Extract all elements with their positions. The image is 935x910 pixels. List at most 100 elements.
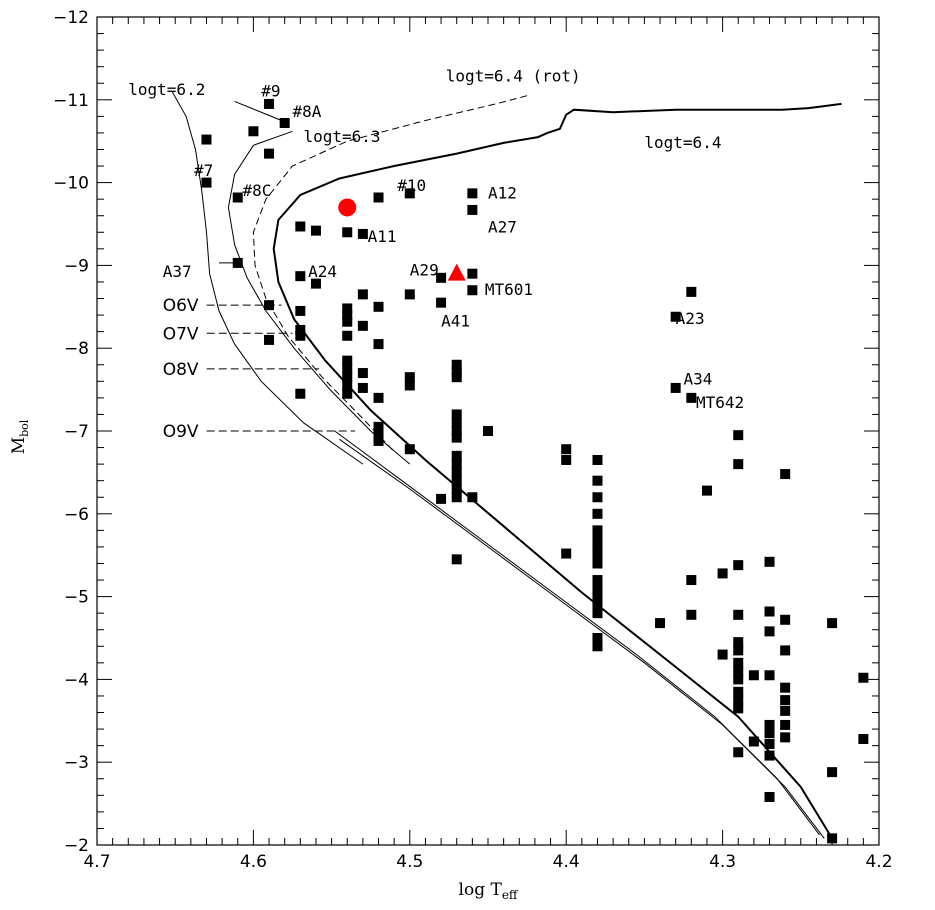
y-tick-label: −11	[53, 91, 89, 111]
star-point	[342, 316, 353, 327]
star-point	[373, 435, 384, 446]
star-annotation: A27	[488, 217, 517, 236]
star-point	[827, 767, 838, 778]
star-point	[686, 609, 697, 620]
spectral-type-label: O8V	[163, 360, 199, 380]
star-point	[592, 599, 603, 610]
star-point	[686, 575, 697, 586]
star-point	[717, 649, 728, 660]
y-tick-label: −9	[64, 256, 89, 276]
star-point	[404, 444, 415, 455]
star-point	[561, 454, 572, 465]
star-annotation: MT601	[485, 280, 533, 299]
star-annotation: A41	[441, 312, 470, 331]
star-point	[451, 417, 462, 428]
star-annotation: A11	[368, 227, 397, 246]
star-point	[467, 268, 478, 279]
star-point	[451, 475, 462, 486]
star-point	[467, 204, 478, 215]
star-annotation: #8C	[242, 181, 271, 200]
star-point	[592, 525, 603, 536]
star-point	[467, 188, 478, 199]
star-point	[592, 591, 603, 602]
star-point	[295, 305, 306, 316]
star-point	[733, 747, 744, 758]
isochrone-line	[171, 91, 364, 465]
star-point	[232, 192, 243, 203]
isochrone-line	[227, 130, 411, 465]
star-point	[733, 674, 744, 685]
star-point	[748, 670, 759, 681]
star-point	[733, 695, 744, 706]
star-point	[592, 641, 603, 652]
star-point	[655, 618, 666, 629]
star-point	[733, 637, 744, 648]
star-point	[451, 483, 462, 494]
star-point	[733, 430, 744, 441]
star-point	[451, 409, 462, 420]
star-point	[592, 558, 603, 569]
y-tick-label: −7	[64, 422, 89, 442]
star-point	[733, 459, 744, 470]
y-tick-label: −3	[64, 753, 89, 773]
star-point	[436, 297, 447, 308]
star-point	[592, 508, 603, 519]
star-point	[342, 355, 353, 366]
star-point	[342, 310, 353, 321]
star-point	[592, 492, 603, 503]
y-tick-label: −2	[64, 836, 89, 856]
star-point	[686, 392, 697, 403]
star-point	[686, 286, 697, 297]
star-annotation: A12	[488, 183, 517, 202]
star-point	[733, 609, 744, 620]
star-point	[592, 608, 603, 619]
star-point	[295, 388, 306, 399]
star-point	[451, 554, 462, 565]
star-point	[295, 271, 306, 282]
star-point	[748, 736, 759, 747]
star-points	[201, 98, 869, 844]
star-point	[717, 568, 728, 579]
star-point	[467, 492, 478, 503]
axis-tick-labels: 4.7 4.6 4.5 4.4 4.3 4.2 −2 −3 −4 −5 −6 −7 −8 −9 −10 −11…	[53, 8, 892, 872]
star-annotation: #9	[261, 82, 280, 101]
y-tick-label: −10	[53, 174, 89, 194]
highlight-points	[338, 198, 466, 281]
star-annotation: #8A	[293, 102, 322, 121]
star-point	[232, 257, 243, 268]
star-point	[780, 719, 791, 730]
star-annotation: logt=6.4 (rot)	[446, 67, 581, 86]
star-point	[201, 177, 212, 188]
star-point	[780, 732, 791, 743]
star-annotation: #10	[397, 176, 426, 195]
star-point	[310, 225, 321, 236]
y-tick-label: −4	[64, 670, 89, 690]
star-point	[295, 330, 306, 341]
star-point	[780, 645, 791, 656]
star-point	[357, 368, 368, 379]
star-point	[404, 188, 415, 199]
star-point	[592, 583, 603, 594]
star-point	[342, 372, 353, 383]
star-point	[451, 450, 462, 461]
star-annotation: A29	[410, 260, 439, 279]
star-point	[264, 300, 275, 311]
star-point	[404, 380, 415, 391]
star-point	[780, 705, 791, 716]
star-annotation: MT642	[696, 393, 744, 412]
star-point	[467, 285, 478, 296]
star-point	[764, 728, 775, 739]
star-point	[451, 459, 462, 470]
x-tick-label: 4.4	[553, 852, 580, 872]
star-point	[592, 533, 603, 544]
star-point	[342, 363, 353, 374]
star-point	[373, 192, 384, 203]
x-tick-label: 4.2	[865, 852, 892, 872]
star-point	[592, 475, 603, 486]
star-point	[827, 618, 838, 629]
x-tick-label: 4.6	[240, 852, 267, 872]
zams-line	[339, 438, 825, 839]
star-point	[451, 426, 462, 436]
star-annotation: A34	[684, 370, 713, 389]
